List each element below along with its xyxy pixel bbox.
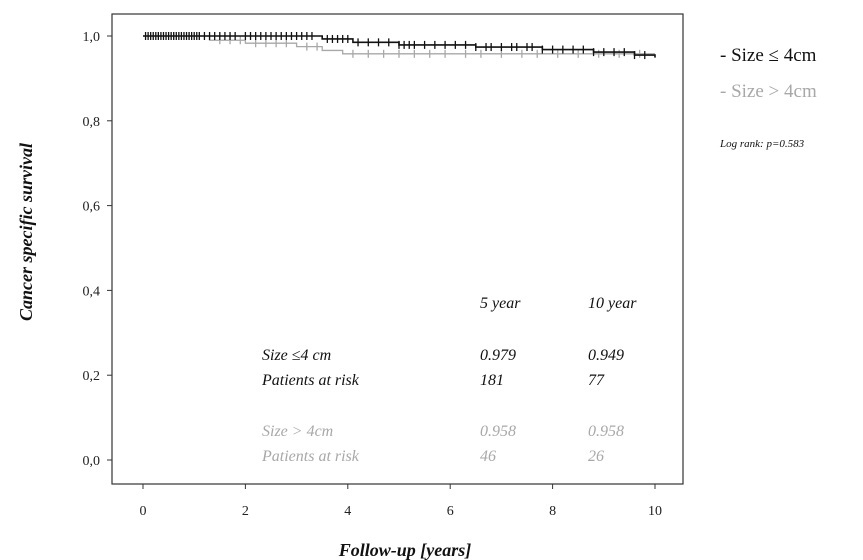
x-tick-label: 0 [140,504,147,519]
y-tick-label: 0,6 [83,200,101,215]
table-value-small-5yr: 0.979 [480,347,516,364]
plot-frame [111,13,684,485]
table-row-label-large-size: Size > 4cm [262,423,333,440]
x-tick-label: 2 [242,504,249,519]
y-tick-label: 0,2 [83,369,101,384]
x-tick-label: 10 [648,504,662,519]
x-tick-label: 4 [344,504,351,519]
table-value-large-risk-10yr: 26 [588,448,604,465]
axes: 0 2 4 6 8 100,00,20,40,60,81,0 [83,30,663,519]
table-value-small-risk-10yr: 77 [588,372,605,389]
y-tick-label: 0,0 [83,454,101,469]
x-axis-title: Follow-up [years] [338,540,472,560]
table-row-label-small-risk: Patients at risk [261,372,360,389]
y-axis-title: Cancer specific survival [16,143,36,321]
table-row-label-small-size: Size ≤4 cm [262,347,331,364]
survival-curves [143,32,656,60]
legend-item-size-small: - Size ≤ 4cm [720,45,817,66]
table-value-small-risk-5yr: 181 [480,372,504,389]
x-tick-label: 8 [549,504,556,519]
x-tick-label: 6 [447,504,454,519]
table-value-large-risk-5yr: 46 [480,448,496,465]
log-rank-annotation: Log rank: p=0.583 [719,138,805,150]
table-value-large-10yr: 0.958 [588,423,624,440]
table-value-large-5yr: 0.958 [480,423,516,440]
table-header-10-year: 10 year [588,295,637,312]
table-value-small-10yr: 0.949 [588,347,624,364]
table-header-5-year: 5 year [480,295,521,312]
table-row-label-large-risk: Patients at risk [261,448,360,465]
y-tick-label: 0,8 [83,115,101,130]
y-tick-label: 0,4 [83,284,101,299]
y-tick-label: 1,0 [83,30,101,45]
legend-item-size-large: - Size > 4cm [720,81,817,102]
